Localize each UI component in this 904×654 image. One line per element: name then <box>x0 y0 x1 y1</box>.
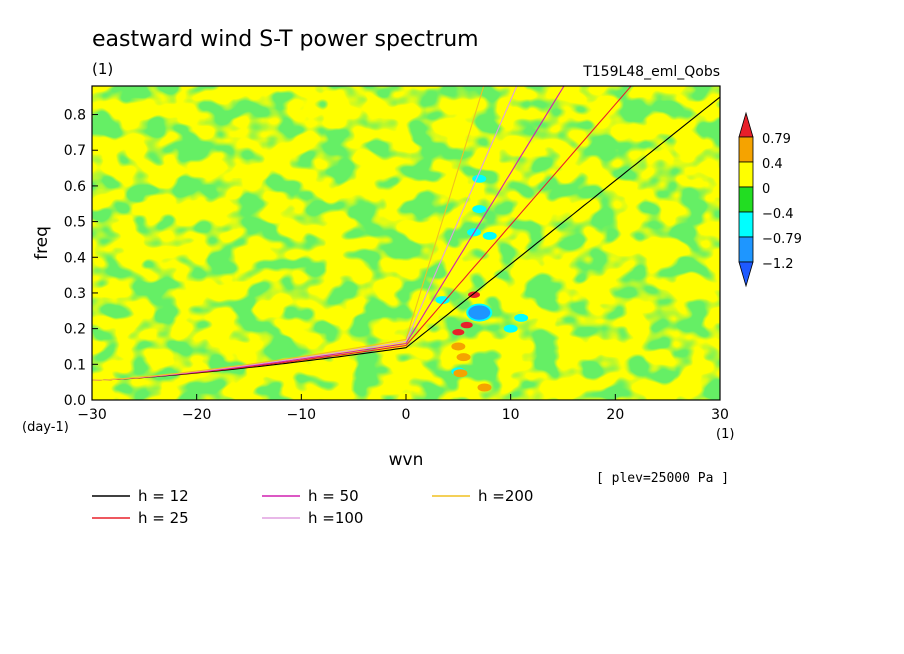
legend-label: h = 50 <box>308 487 359 505</box>
y-tick-label: 0.3 <box>64 286 86 302</box>
colorbar-min-triangle <box>738 261 754 288</box>
spectral-peak <box>503 324 518 333</box>
x-tick-label: 10 <box>502 407 520 423</box>
x-tick-label: 0 <box>402 407 411 423</box>
spectral-peak <box>468 305 491 320</box>
x-tick-label: −10 <box>287 407 317 423</box>
dispersion-curves <box>92 86 720 381</box>
legend-label: h =100 <box>308 509 363 527</box>
plot-area <box>91 85 721 401</box>
colorbar-label: 0 <box>762 182 770 197</box>
level-note: [ plev=25000 Pa ] <box>596 471 729 486</box>
legend: h = 12 h = 25 h = 50 h =100 h =200 <box>92 487 533 527</box>
colorbar-segment <box>738 136 754 163</box>
x-tick-label: −20 <box>182 407 212 423</box>
chart-subtitle: (1) <box>92 60 113 78</box>
y-tick-label: 0.6 <box>64 179 86 195</box>
x-axis-label: wvn <box>389 450 424 470</box>
spectral-peak <box>460 321 473 329</box>
y-tick-label: 0.4 <box>64 250 86 266</box>
spectral-peak <box>477 383 492 392</box>
colorbar-segment <box>738 236 754 263</box>
spectral-peaks <box>435 174 529 392</box>
colorbar-label: 0.79 <box>762 132 791 147</box>
colorbar-segment <box>738 211 754 238</box>
legend-label: h =200 <box>478 487 533 505</box>
x-tick-label: 30 <box>711 407 729 423</box>
spectral-peak <box>472 174 487 183</box>
y-axis: 0.0 0.1 0.2 0.3 0.4 0.5 0.6 0.7 0.8 <box>64 108 98 409</box>
legend-label: h = 25 <box>138 509 189 527</box>
spectral-peak <box>435 296 450 305</box>
y-tick-label: 0.2 <box>64 322 86 338</box>
colorbar-label: −1.2 <box>762 257 794 272</box>
y-axis-unit: (day-1) <box>22 420 69 435</box>
colorbar-segment <box>738 161 754 188</box>
run-label: T159L48_eml_Qobs <box>582 64 720 80</box>
x-axis-unit: (1) <box>716 427 734 442</box>
spectral-peak <box>456 353 471 362</box>
colorbar-label: −0.4 <box>762 207 794 222</box>
spectral-peak <box>453 369 468 378</box>
colorbar-label: 0.4 <box>762 157 783 172</box>
spectral-peak <box>514 313 529 322</box>
spectral-peak <box>452 329 465 336</box>
legend-label: h = 12 <box>138 487 189 505</box>
y-tick-label: 0.7 <box>64 143 86 159</box>
spectral-peak <box>472 205 487 214</box>
colorbar-label: −0.79 <box>762 232 802 247</box>
colorbar-segment <box>738 186 754 213</box>
dispersion-curve <box>92 86 485 381</box>
y-axis-label: freq <box>32 226 52 260</box>
colorbar: 0.79 0.4 0 −0.4 −0.79 −1.2 <box>738 111 802 288</box>
x-tick-label: −30 <box>77 407 107 423</box>
y-tick-label: 0.5 <box>64 215 86 231</box>
x-tick-label: 20 <box>606 407 624 423</box>
y-tick-label: 0.1 <box>64 357 86 373</box>
negative-field-pattern <box>92 86 720 400</box>
spectral-peak <box>482 231 497 240</box>
y-tick-label: 0.8 <box>64 108 86 124</box>
chart-title: eastward wind S-T power spectrum <box>92 27 479 52</box>
y-tick-label: 0.0 <box>64 393 86 409</box>
spectral-peak <box>451 342 466 351</box>
colorbar-max-triangle <box>738 111 754 138</box>
x-axis: −30 −20 −10 0 10 20 30 <box>77 394 729 423</box>
